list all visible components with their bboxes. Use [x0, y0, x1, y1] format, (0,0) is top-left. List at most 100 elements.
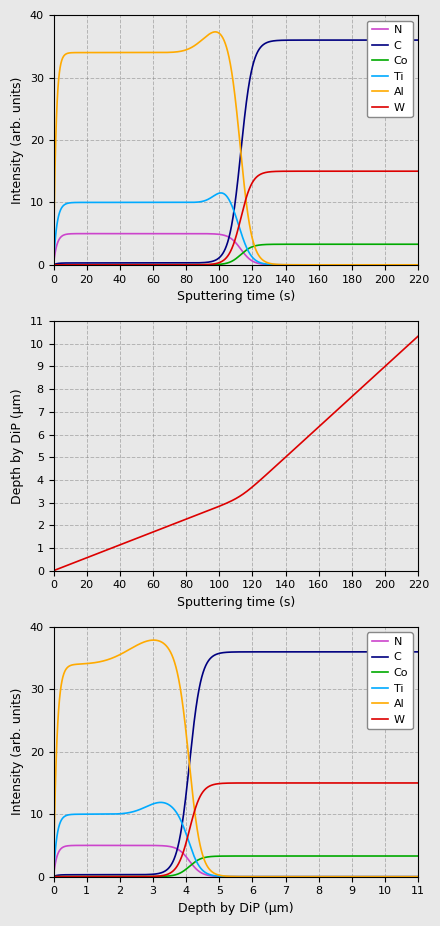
- N: [51, 259, 56, 270]
- X-axis label: Sputtering time (s): Sputtering time (s): [177, 290, 295, 303]
- Al: [114, 47, 119, 58]
- N: [114, 228, 119, 239]
- W: [409, 778, 414, 789]
- X-axis label: Sputtering time (s): Sputtering time (s): [177, 596, 295, 609]
- W: [416, 778, 421, 789]
- Line: W: W: [54, 171, 418, 265]
- Line: Ti: Ti: [54, 803, 418, 877]
- W: [408, 166, 414, 177]
- W: [206, 259, 212, 270]
- N: [409, 259, 414, 270]
- Al: [409, 871, 414, 882]
- Line: Co: Co: [54, 856, 418, 877]
- Co: [369, 239, 374, 250]
- Ti: [114, 197, 119, 208]
- C: [369, 646, 374, 657]
- Ti: [409, 871, 414, 882]
- Ti: [191, 849, 196, 860]
- W: [114, 871, 119, 882]
- Line: N: N: [54, 845, 418, 877]
- Ti: [207, 869, 212, 880]
- N: [191, 228, 196, 239]
- Line: Ti: Ti: [54, 193, 418, 265]
- Al: [151, 634, 156, 645]
- Co: [408, 239, 414, 250]
- C: [191, 257, 196, 269]
- X-axis label: Depth by DiP (μm): Depth by DiP (μm): [178, 902, 294, 915]
- Ti: [92, 197, 98, 208]
- W: [369, 778, 374, 789]
- Ti: [158, 797, 163, 808]
- Al: [369, 259, 374, 270]
- N: [92, 228, 98, 239]
- Ti: [369, 259, 374, 270]
- N: [369, 259, 374, 270]
- W: [191, 809, 196, 820]
- Al: [51, 871, 56, 882]
- Ti: [191, 196, 196, 207]
- Co: [92, 259, 98, 270]
- N: [207, 228, 212, 239]
- W: [114, 259, 119, 270]
- Ti: [218, 187, 224, 198]
- Ti: [51, 871, 56, 882]
- Co: [114, 259, 119, 270]
- Ti: [206, 194, 212, 205]
- C: [114, 257, 119, 269]
- W: [92, 259, 98, 270]
- Y-axis label: Depth by DiP (μm): Depth by DiP (μm): [11, 388, 24, 504]
- Al: [191, 796, 196, 807]
- N: [191, 860, 196, 871]
- Legend: N, C, Co, Ti, Al, W: N, C, Co, Ti, Al, W: [367, 632, 413, 729]
- C: [416, 34, 421, 45]
- W: [51, 871, 56, 882]
- Al: [416, 259, 421, 270]
- N: [51, 871, 56, 882]
- C: [408, 34, 414, 45]
- Co: [191, 857, 196, 869]
- Al: [92, 47, 98, 58]
- C: [191, 722, 196, 733]
- Line: Al: Al: [54, 640, 418, 877]
- W: [51, 259, 56, 270]
- Ti: [416, 259, 421, 270]
- W: [191, 259, 196, 270]
- Ti: [114, 808, 119, 820]
- N: [207, 870, 212, 881]
- Co: [409, 850, 414, 861]
- Line: C: C: [54, 40, 418, 265]
- Al: [92, 657, 98, 669]
- Line: W: W: [54, 783, 418, 877]
- Y-axis label: Intensity (arb. units): Intensity (arb. units): [11, 688, 24, 816]
- C: [206, 654, 212, 665]
- N: [416, 259, 421, 270]
- Ti: [92, 808, 98, 820]
- W: [92, 871, 98, 882]
- C: [114, 870, 119, 881]
- C: [92, 870, 98, 881]
- Al: [213, 26, 218, 37]
- Co: [206, 851, 212, 862]
- Al: [51, 259, 56, 270]
- C: [51, 259, 56, 270]
- Al: [207, 864, 212, 875]
- W: [369, 166, 374, 177]
- Co: [51, 871, 56, 882]
- Al: [206, 29, 212, 40]
- N: [101, 840, 106, 851]
- Line: Al: Al: [54, 31, 418, 265]
- N: [416, 871, 421, 882]
- Co: [369, 850, 374, 861]
- W: [206, 781, 212, 792]
- C: [51, 871, 56, 882]
- C: [406, 646, 411, 657]
- Co: [406, 850, 411, 861]
- N: [120, 228, 125, 239]
- Co: [416, 239, 421, 250]
- Line: Co: Co: [54, 244, 418, 265]
- Line: N: N: [54, 233, 418, 265]
- C: [409, 646, 414, 657]
- C: [369, 34, 374, 45]
- Al: [369, 871, 374, 882]
- C: [206, 257, 212, 268]
